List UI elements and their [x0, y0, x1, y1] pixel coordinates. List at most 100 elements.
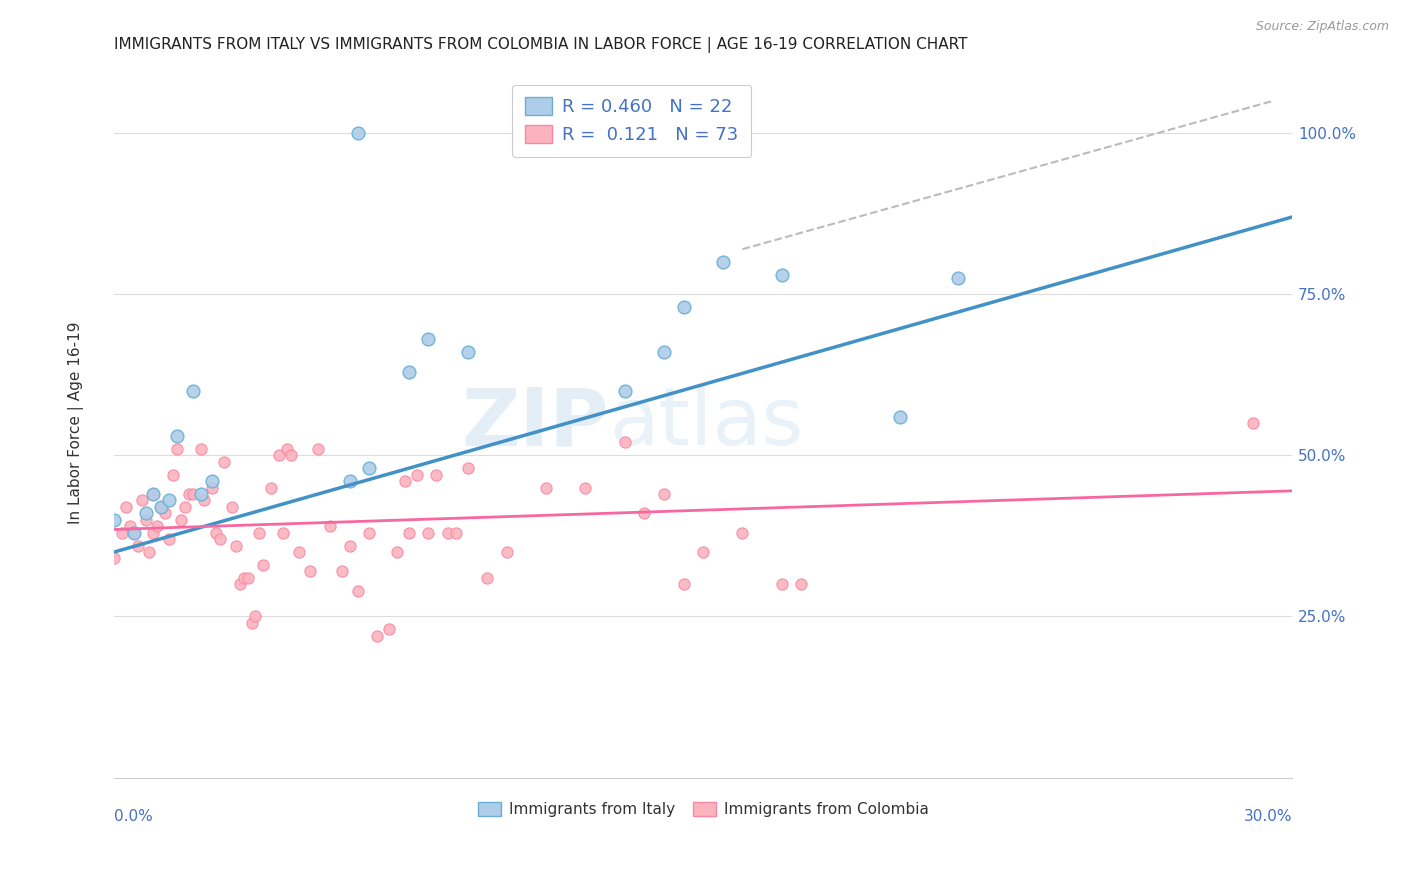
Point: [225, 539, 247, 553]
Point: [495, 545, 517, 559]
Point: [692, 545, 714, 559]
Point: [339, 474, 361, 488]
Point: [339, 539, 361, 553]
Point: [190, 487, 212, 501]
Point: [534, 481, 557, 495]
Point: [394, 474, 416, 488]
Point: [193, 493, 215, 508]
Point: [1241, 416, 1264, 430]
Point: [240, 615, 263, 630]
Point: [366, 629, 388, 643]
Text: 0.0%: 0.0%: [114, 809, 153, 824]
Point: [127, 539, 149, 553]
Point: [177, 487, 200, 501]
Point: [672, 300, 695, 314]
Point: [150, 500, 173, 514]
Point: [731, 525, 754, 540]
Point: [173, 500, 195, 514]
Point: [359, 525, 381, 540]
Point: [181, 384, 204, 398]
Point: [153, 507, 176, 521]
Point: [330, 565, 353, 579]
Point: [245, 609, 267, 624]
Point: [236, 571, 259, 585]
Point: [613, 435, 636, 450]
Point: [444, 525, 467, 540]
Point: [138, 545, 160, 559]
Point: [122, 525, 145, 540]
Point: [170, 513, 193, 527]
Point: [398, 365, 420, 379]
Point: [166, 429, 188, 443]
Point: [299, 565, 322, 579]
Point: [209, 532, 232, 546]
Point: [260, 481, 283, 495]
Point: [103, 513, 125, 527]
Point: [711, 255, 734, 269]
Point: [142, 487, 165, 501]
Point: [346, 126, 368, 140]
Point: [122, 525, 145, 540]
Point: [613, 384, 636, 398]
Text: Source: ZipAtlas.com: Source: ZipAtlas.com: [1256, 20, 1389, 33]
Point: [378, 623, 401, 637]
Text: ZIP: ZIP: [461, 384, 609, 462]
Point: [418, 525, 440, 540]
Point: [150, 500, 173, 514]
Point: [166, 442, 188, 456]
Point: [131, 493, 153, 508]
Point: [457, 461, 479, 475]
Point: [212, 455, 235, 469]
Point: [252, 558, 274, 572]
Point: [118, 519, 141, 533]
Point: [477, 571, 499, 585]
Point: [267, 449, 290, 463]
Point: [135, 513, 157, 527]
Point: [111, 525, 134, 540]
Point: [232, 571, 254, 585]
Point: [346, 583, 368, 598]
Point: [162, 467, 184, 482]
Point: [201, 474, 224, 488]
Point: [221, 500, 243, 514]
Point: [205, 525, 228, 540]
Point: [652, 487, 675, 501]
Point: [181, 487, 204, 501]
Point: [280, 449, 302, 463]
Point: [319, 519, 342, 533]
Point: [889, 409, 911, 424]
Point: [437, 525, 460, 540]
Point: [652, 345, 675, 359]
Point: [425, 467, 447, 482]
Point: [398, 525, 420, 540]
Point: [307, 442, 329, 456]
Point: [276, 442, 298, 456]
Point: [190, 442, 212, 456]
Point: [770, 577, 793, 591]
Point: [948, 271, 970, 285]
Text: atlas: atlas: [609, 384, 803, 462]
Text: IMMIGRANTS FROM ITALY VS IMMIGRANTS FROM COLOMBIA IN LABOR FORCE | AGE 16-19 COR: IMMIGRANTS FROM ITALY VS IMMIGRANTS FROM…: [114, 37, 967, 54]
Text: In Labor Force | Age 16-19: In Labor Force | Age 16-19: [69, 322, 84, 524]
Point: [271, 525, 294, 540]
Legend: R = 0.460   N = 22, R =  0.121   N = 73: R = 0.460 N = 22, R = 0.121 N = 73: [512, 85, 751, 157]
Point: [770, 268, 793, 282]
Point: [142, 487, 165, 501]
Point: [418, 332, 440, 346]
Point: [405, 467, 427, 482]
Point: [146, 519, 169, 533]
Point: [115, 500, 138, 514]
Point: [157, 493, 180, 508]
Point: [359, 461, 381, 475]
Point: [201, 481, 224, 495]
Point: [103, 551, 125, 566]
Point: [135, 507, 157, 521]
Text: 30.0%: 30.0%: [1244, 809, 1292, 824]
Point: [672, 577, 695, 591]
Point: [287, 545, 309, 559]
Point: [633, 507, 655, 521]
Point: [385, 545, 408, 559]
Point: [249, 525, 271, 540]
Point: [229, 577, 252, 591]
Point: [574, 481, 596, 495]
